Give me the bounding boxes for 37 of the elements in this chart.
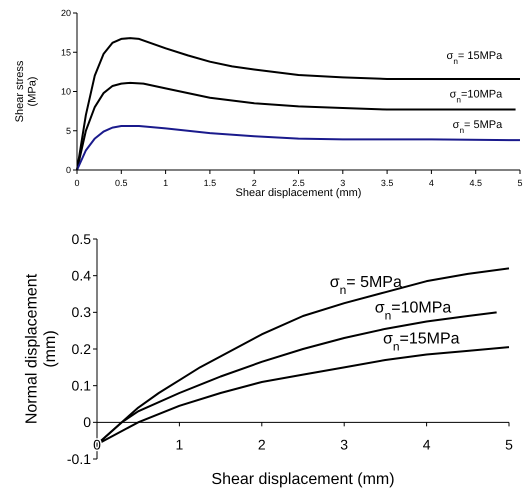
x-tick-label: 2.5 — [292, 178, 305, 188]
y-tick-label: 15 — [60, 47, 71, 58]
x-tick-label: 5 — [505, 436, 514, 452]
y-axis-title: Normal displacement (mm) — [23, 273, 59, 424]
series-label: σ$_{n}$= 5MPa — [452, 119, 504, 135]
x-tick-label: 3 — [340, 178, 346, 188]
x-tick-label: 0.5 — [115, 178, 128, 188]
x-tick-label: 1 — [176, 436, 184, 452]
series-label: σ$_{n}$=10MPa — [374, 299, 452, 322]
series-label: σ$_{n}$= 15MPa — [446, 50, 504, 66]
y-tick-label: 0 — [66, 165, 71, 176]
y-tick-label: 0.5 — [72, 230, 92, 247]
x-axis-title: Shear displacement (mm) — [236, 187, 362, 199]
x-tick-label: 5 — [517, 178, 523, 188]
x-tick-label: 4 — [428, 178, 434, 188]
series-label: σ$_{n}$= 5MPa — [330, 274, 402, 297]
series-label: σ$_{n}$=15MPa — [382, 330, 460, 354]
y-axis-title: Shear stress (MPa) — [14, 60, 39, 122]
x-tick-label: 1 — [163, 178, 168, 188]
series-label: σ$_{n}$=10MPa — [450, 88, 504, 104]
x-tick-label: 2 — [252, 178, 257, 188]
x-tick-label: 3 — [340, 436, 348, 452]
x-tick-label: 2 — [258, 436, 266, 452]
y-tick-label: -0.1 — [66, 450, 92, 467]
y-tick-label: 5 — [66, 126, 71, 136]
x-tick-label: 3.5 — [380, 178, 394, 188]
y-tick-label: 20 — [60, 8, 71, 18]
y-tick-label: 0.2 — [72, 340, 92, 357]
y-tick-label: 0 — [83, 414, 92, 430]
y-tick-label: 0.1 — [72, 378, 92, 394]
y-tick-label: 0.4 — [72, 268, 92, 284]
x-tick-label: 1.5 — [204, 178, 216, 188]
x-tick-label: 4.5 — [469, 178, 482, 188]
y-tick-label: 0.3 — [72, 304, 92, 320]
x-axis-title: Shear displacement (mm) — [211, 471, 395, 488]
y-tick-label: 10 — [60, 86, 71, 97]
x-tick-label: 4 — [422, 436, 431, 452]
